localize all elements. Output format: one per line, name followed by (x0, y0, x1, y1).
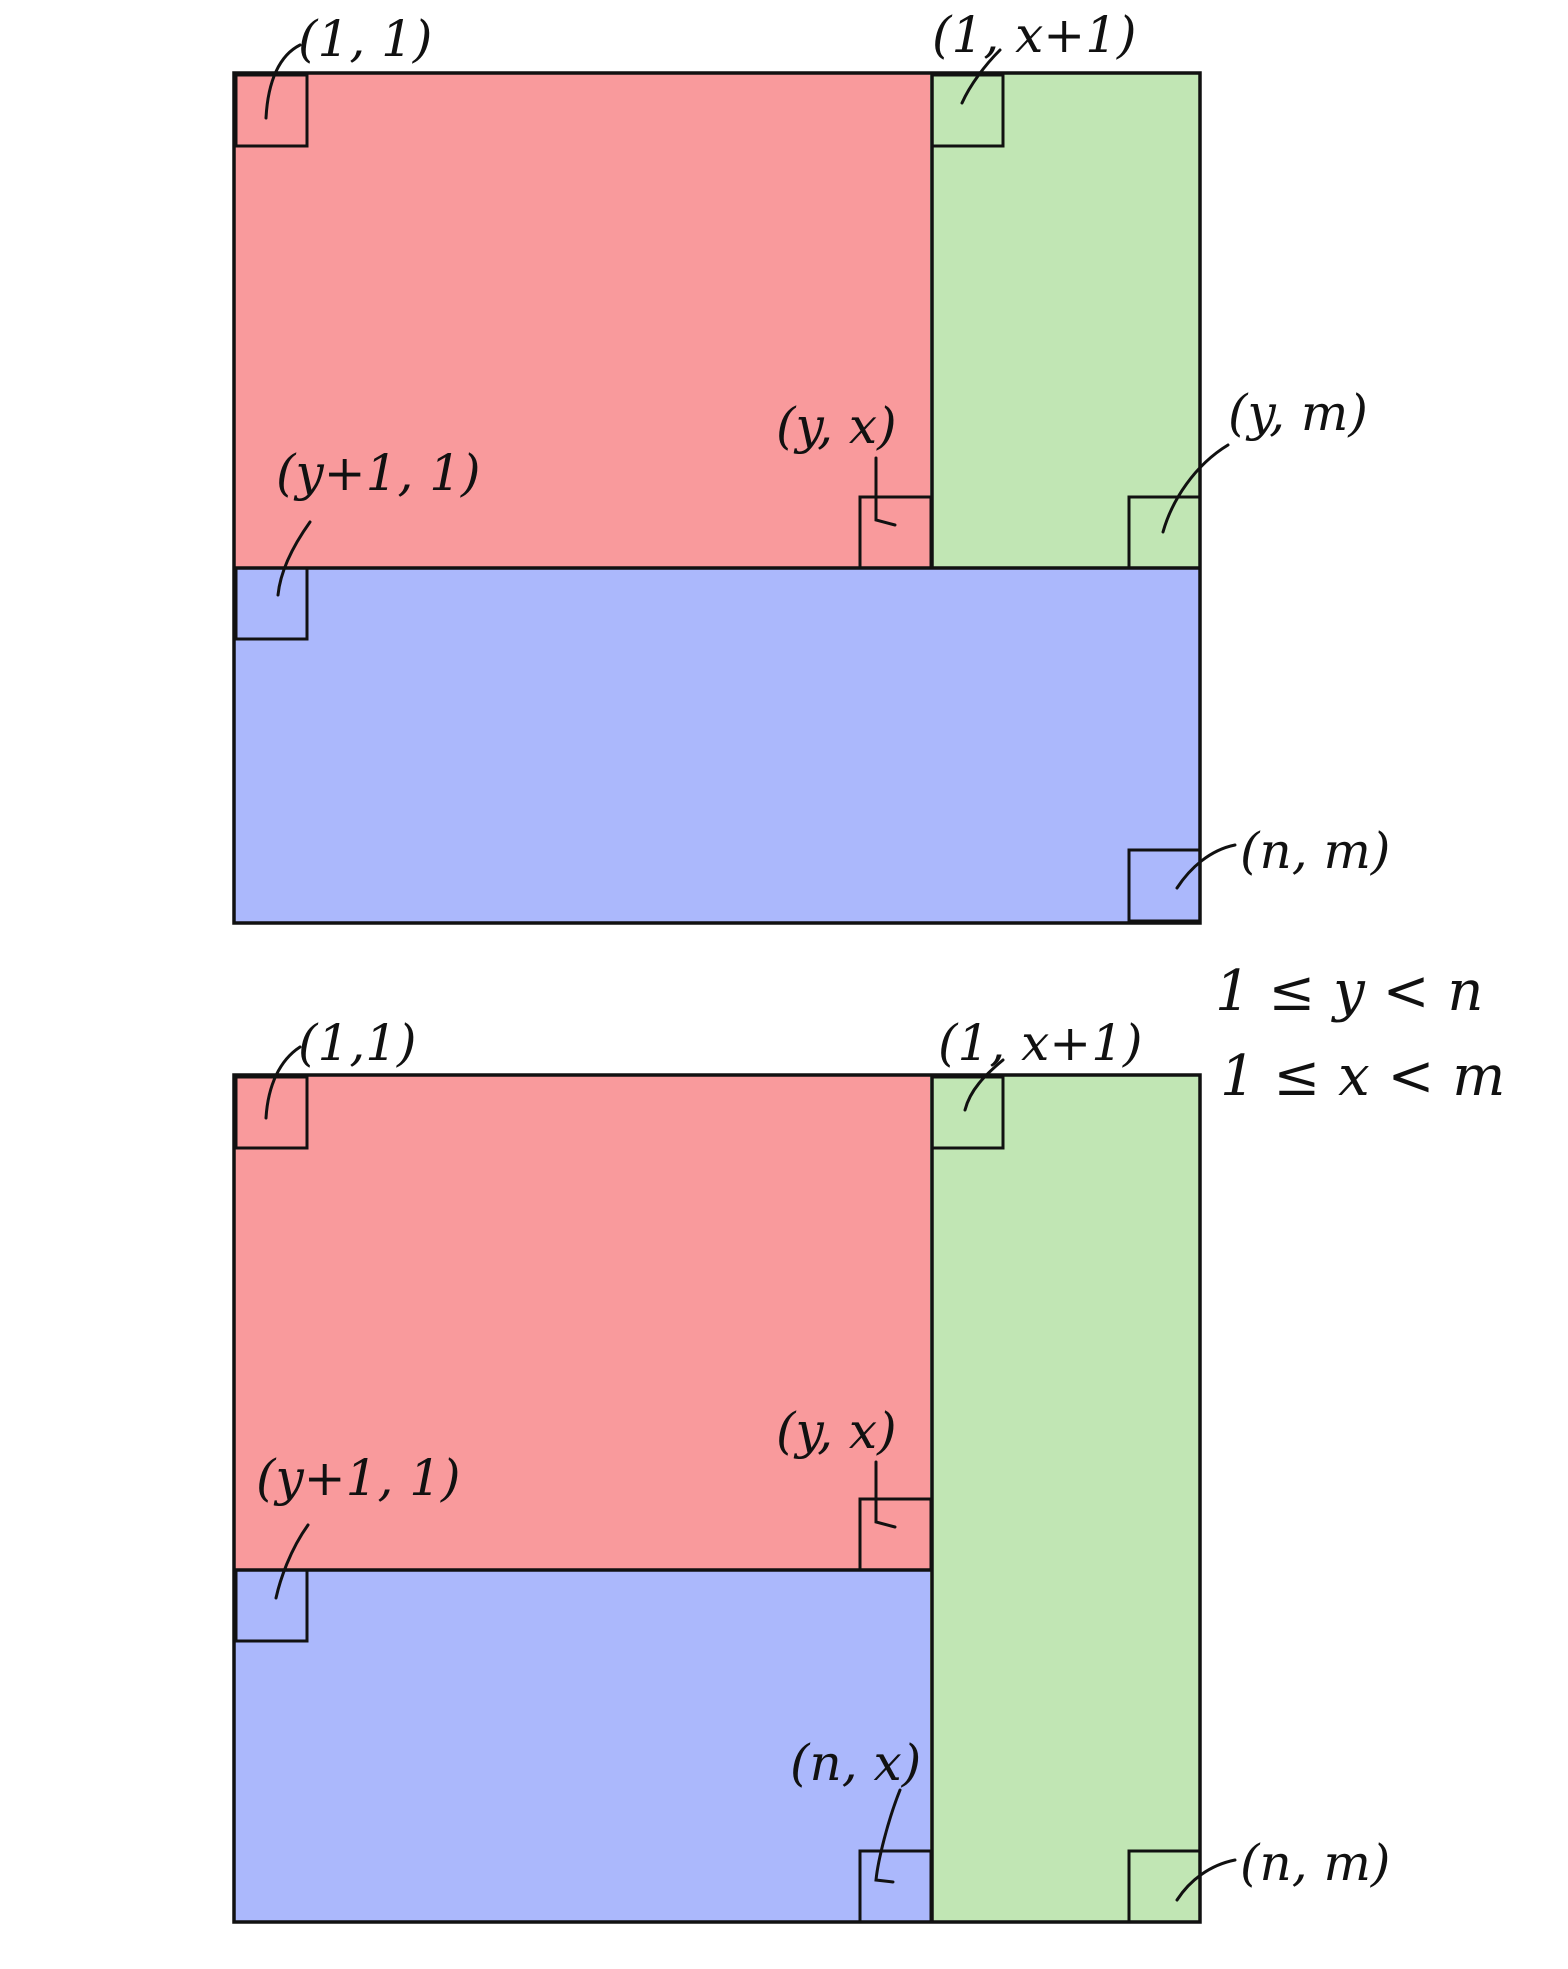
bottom-leader-f (1175, 1858, 1237, 1902)
bottom-leader-e (274, 1523, 310, 1600)
top-red-region (234, 73, 930, 568)
top-leader-f (1175, 843, 1237, 890)
bottom-cell-y1-1 (234, 1568, 309, 1643)
top-label-f: (n, m) (1240, 822, 1390, 880)
bottom-red-region (234, 1075, 930, 1570)
bottom-cell-y-x (858, 1497, 933, 1572)
bottom-cell-n-m (1127, 1849, 1202, 1924)
bottom-label-c: (y, x) (776, 1402, 897, 1460)
bottom-leader-c (874, 1460, 897, 1529)
bottom-cell-n-x (858, 1849, 933, 1924)
bottom-outline (232, 1073, 1202, 1924)
bottom-label-e: (y+1, 1) (256, 1449, 461, 1507)
top-label-e: (y+1, 1) (276, 444, 481, 502)
bottom-blue-region (234, 1570, 930, 1922)
condition-x: 1 ≤ x < m (1220, 1044, 1505, 1109)
top-label-d: (y, m) (1228, 384, 1368, 442)
top-cell-n-m (1127, 848, 1202, 923)
bottom-leader-g (874, 1788, 902, 1884)
top-diagram: (1, 1) (1, x+1) (y, x) (y, m) (y+1, 1) (… (232, 6, 1390, 925)
top-cell-1-x1 (930, 73, 1005, 148)
top-cell-y1-1 (234, 566, 309, 641)
condition-y: 1 ≤ y < n (1215, 959, 1483, 1024)
conditions: 1 ≤ y < n 1 ≤ x < m (1215, 959, 1505, 1109)
top-leader-c (874, 456, 897, 527)
top-label-b: (1, x+1) (932, 6, 1137, 64)
top-green-region (930, 73, 1200, 568)
top-leader-b (960, 48, 1002, 105)
bottom-label-f: (n, m) (1240, 1834, 1390, 1892)
bottom-cell-1-x1 (930, 1075, 1005, 1150)
top-label-c: (y, x) (776, 397, 897, 455)
top-leader-e (276, 520, 312, 597)
bottom-label-b: (1, x+1) (938, 1014, 1143, 1072)
bottom-diagram: (1,1) (1, x+1) (y, x) (y+1, 1) (n, x) (n… (232, 1014, 1390, 1924)
bottom-leader-b (963, 1058, 1005, 1112)
bottom-label-g: (n, x) (790, 1734, 921, 1792)
bottom-leader-a (264, 1045, 302, 1120)
bottom-cell-1-1 (234, 1075, 309, 1150)
bottom-label-a: (1,1) (298, 1014, 417, 1072)
top-blue-region (234, 568, 1200, 923)
top-cell-y-m (1127, 495, 1202, 570)
bottom-green-region (930, 1075, 1200, 1922)
top-cell-1-1 (234, 73, 309, 148)
top-label-a: (1, 1) (298, 10, 432, 68)
top-leader-d (1161, 443, 1230, 534)
top-leader-a (264, 43, 302, 120)
top-cell-y-x (858, 495, 933, 570)
